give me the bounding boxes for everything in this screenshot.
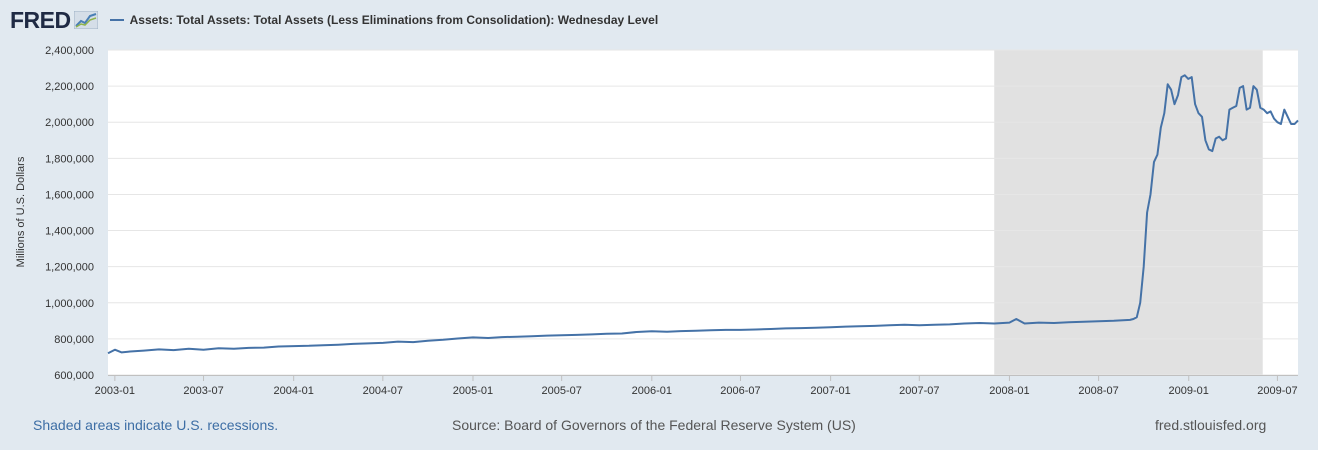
recession-note: Shaded areas indicate U.S. recessions. — [33, 417, 279, 433]
y-tick-label: 600,000 — [54, 370, 94, 382]
source-text: Source: Board of Governors of the Federa… — [452, 417, 856, 433]
x-tick-label: 2003-01 — [95, 385, 135, 397]
x-tick-label: 2006-07 — [720, 385, 760, 397]
x-tick-label: 2008-01 — [989, 385, 1029, 397]
y-tick-label: 2,000,000 — [45, 117, 94, 129]
chart-legend: Assets: Total Assets: Total Assets (Less… — [109, 13, 659, 27]
x-tick-label: 2008-07 — [1078, 385, 1118, 397]
x-tick-label: 2007-07 — [899, 385, 939, 397]
chart-header: FRED Assets: Total Assets: Total Assets … — [10, 6, 658, 34]
x-tick-label: 2007-01 — [810, 385, 850, 397]
y-axis-title: Millions of U.S. Dollars — [15, 156, 27, 267]
fred-logo[interactable]: FRED — [10, 7, 98, 34]
x-tick-label: 2004-07 — [363, 385, 403, 397]
legend-label: Assets: Total Assets: Total Assets (Less… — [129, 13, 659, 27]
y-tick-label: 2,400,000 — [45, 45, 94, 57]
y-tick-label: 1,600,000 — [45, 189, 94, 201]
line-graph-icon — [73, 11, 98, 29]
y-tick-label: 2,200,000 — [45, 81, 94, 93]
y-tick-label: 1,400,000 — [45, 226, 94, 238]
x-tick-label: 2005-01 — [453, 385, 493, 397]
y-tick-label: 1,000,000 — [45, 298, 94, 310]
x-tick-label: 2004-01 — [273, 385, 313, 397]
y-tick-label: 1,800,000 — [45, 153, 94, 165]
site-link[interactable]: fred.stlouisfed.org — [1155, 417, 1267, 433]
series-line — [107, 74, 1299, 355]
fred-logo-text: FRED — [10, 6, 71, 33]
axis-layer: 600,000 800,000 1,000,000 1,200,000 1,400,00… — [45, 45, 1298, 397]
recession-band — [994, 50, 1263, 375]
recession-layer — [994, 50, 1263, 375]
y-tick-label: 800,000 — [54, 334, 94, 346]
series-layer — [107, 74, 1299, 355]
y-tick-label: 1,200,000 — [45, 262, 94, 274]
legend-swatch — [109, 19, 124, 21]
x-tick-label: 2005-07 — [541, 385, 581, 397]
x-tick-label: 2009-01 — [1169, 385, 1209, 397]
x-tick-label: 2003-07 — [183, 385, 223, 397]
x-tick-label: 2006-01 — [632, 385, 672, 397]
x-tick-label: 2009-07 — [1257, 385, 1297, 397]
